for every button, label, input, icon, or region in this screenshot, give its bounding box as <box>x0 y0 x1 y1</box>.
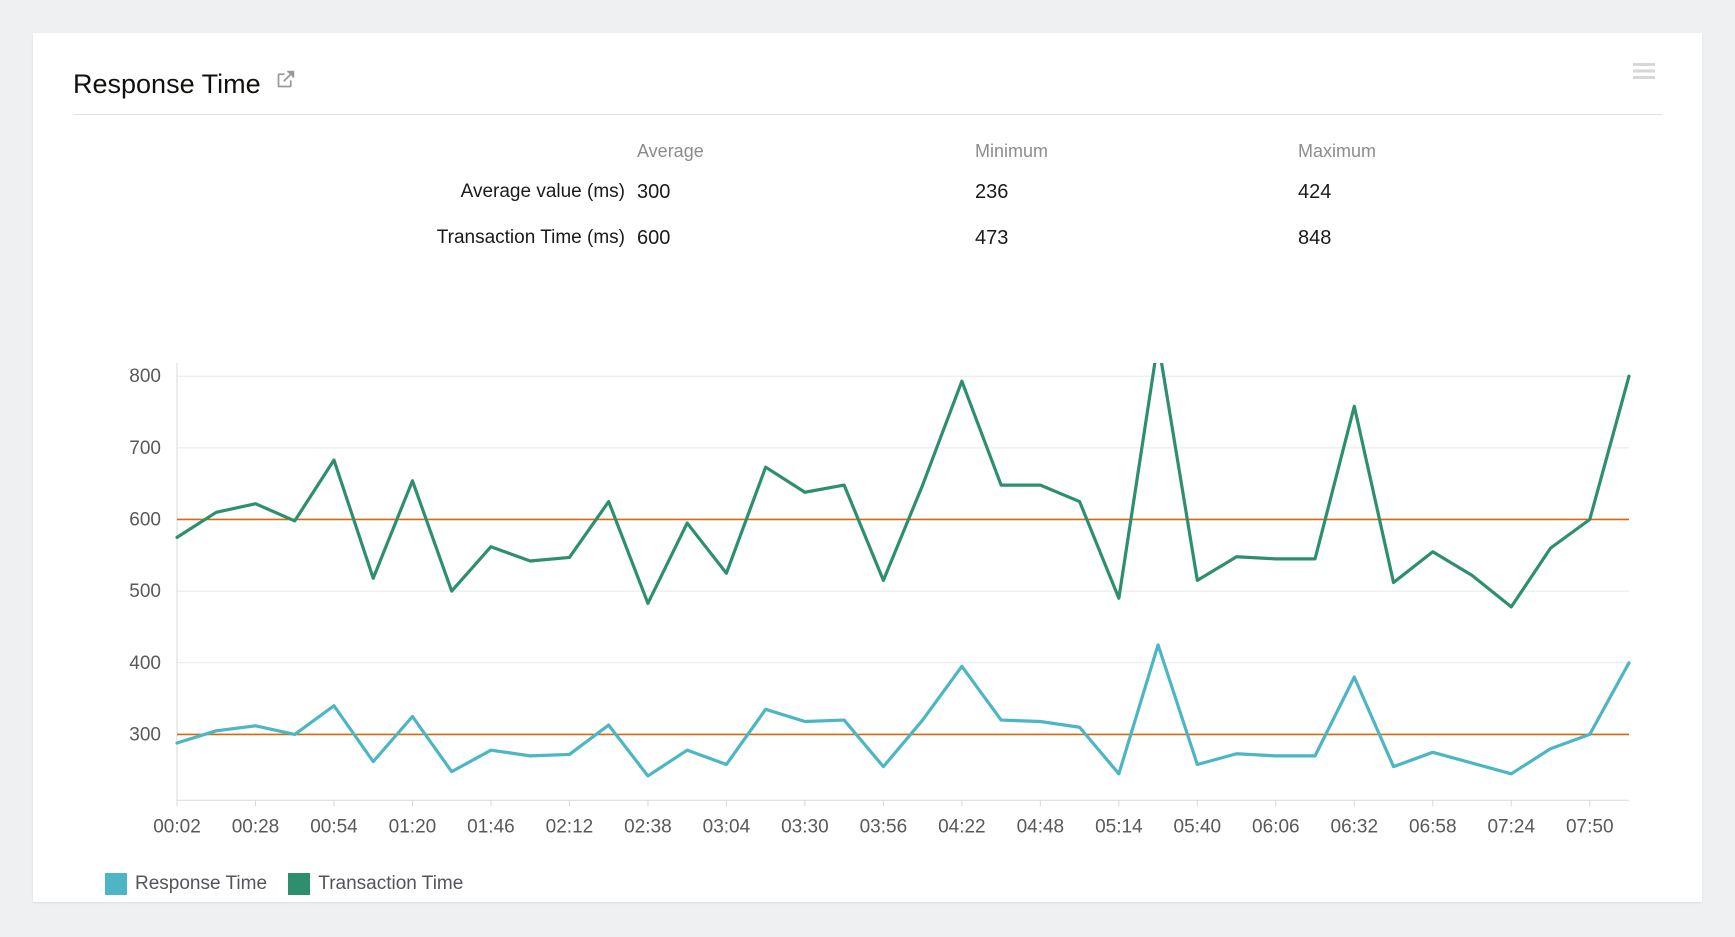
svg-text:800: 800 <box>129 366 161 387</box>
svg-text:07:50: 07:50 <box>1566 816 1614 837</box>
svg-text:600: 600 <box>129 509 161 530</box>
svg-text:03:30: 03:30 <box>781 816 829 837</box>
svg-text:00:28: 00:28 <box>232 816 280 837</box>
svg-text:05:40: 05:40 <box>1174 816 1222 837</box>
svg-text:04:22: 04:22 <box>938 816 986 837</box>
svg-text:00:54: 00:54 <box>310 816 358 837</box>
svg-text:06:58: 06:58 <box>1409 816 1457 837</box>
svg-text:01:20: 01:20 <box>389 816 437 837</box>
svg-text:07:24: 07:24 <box>1487 816 1535 837</box>
svg-text:02:38: 02:38 <box>624 816 672 837</box>
svg-text:06:06: 06:06 <box>1252 816 1300 837</box>
svg-text:500: 500 <box>129 581 161 602</box>
svg-text:06:32: 06:32 <box>1331 816 1379 837</box>
svg-text:01:46: 01:46 <box>467 816 515 837</box>
svg-text:05:14: 05:14 <box>1095 816 1143 837</box>
svg-text:300: 300 <box>129 724 161 745</box>
svg-text:700: 700 <box>129 438 161 459</box>
svg-text:400: 400 <box>129 653 161 674</box>
svg-text:02:12: 02:12 <box>546 816 594 837</box>
svg-text:03:04: 03:04 <box>703 816 751 837</box>
svg-text:03:56: 03:56 <box>860 816 908 837</box>
svg-text:00:02: 00:02 <box>153 816 201 837</box>
svg-text:04:48: 04:48 <box>1017 816 1065 837</box>
